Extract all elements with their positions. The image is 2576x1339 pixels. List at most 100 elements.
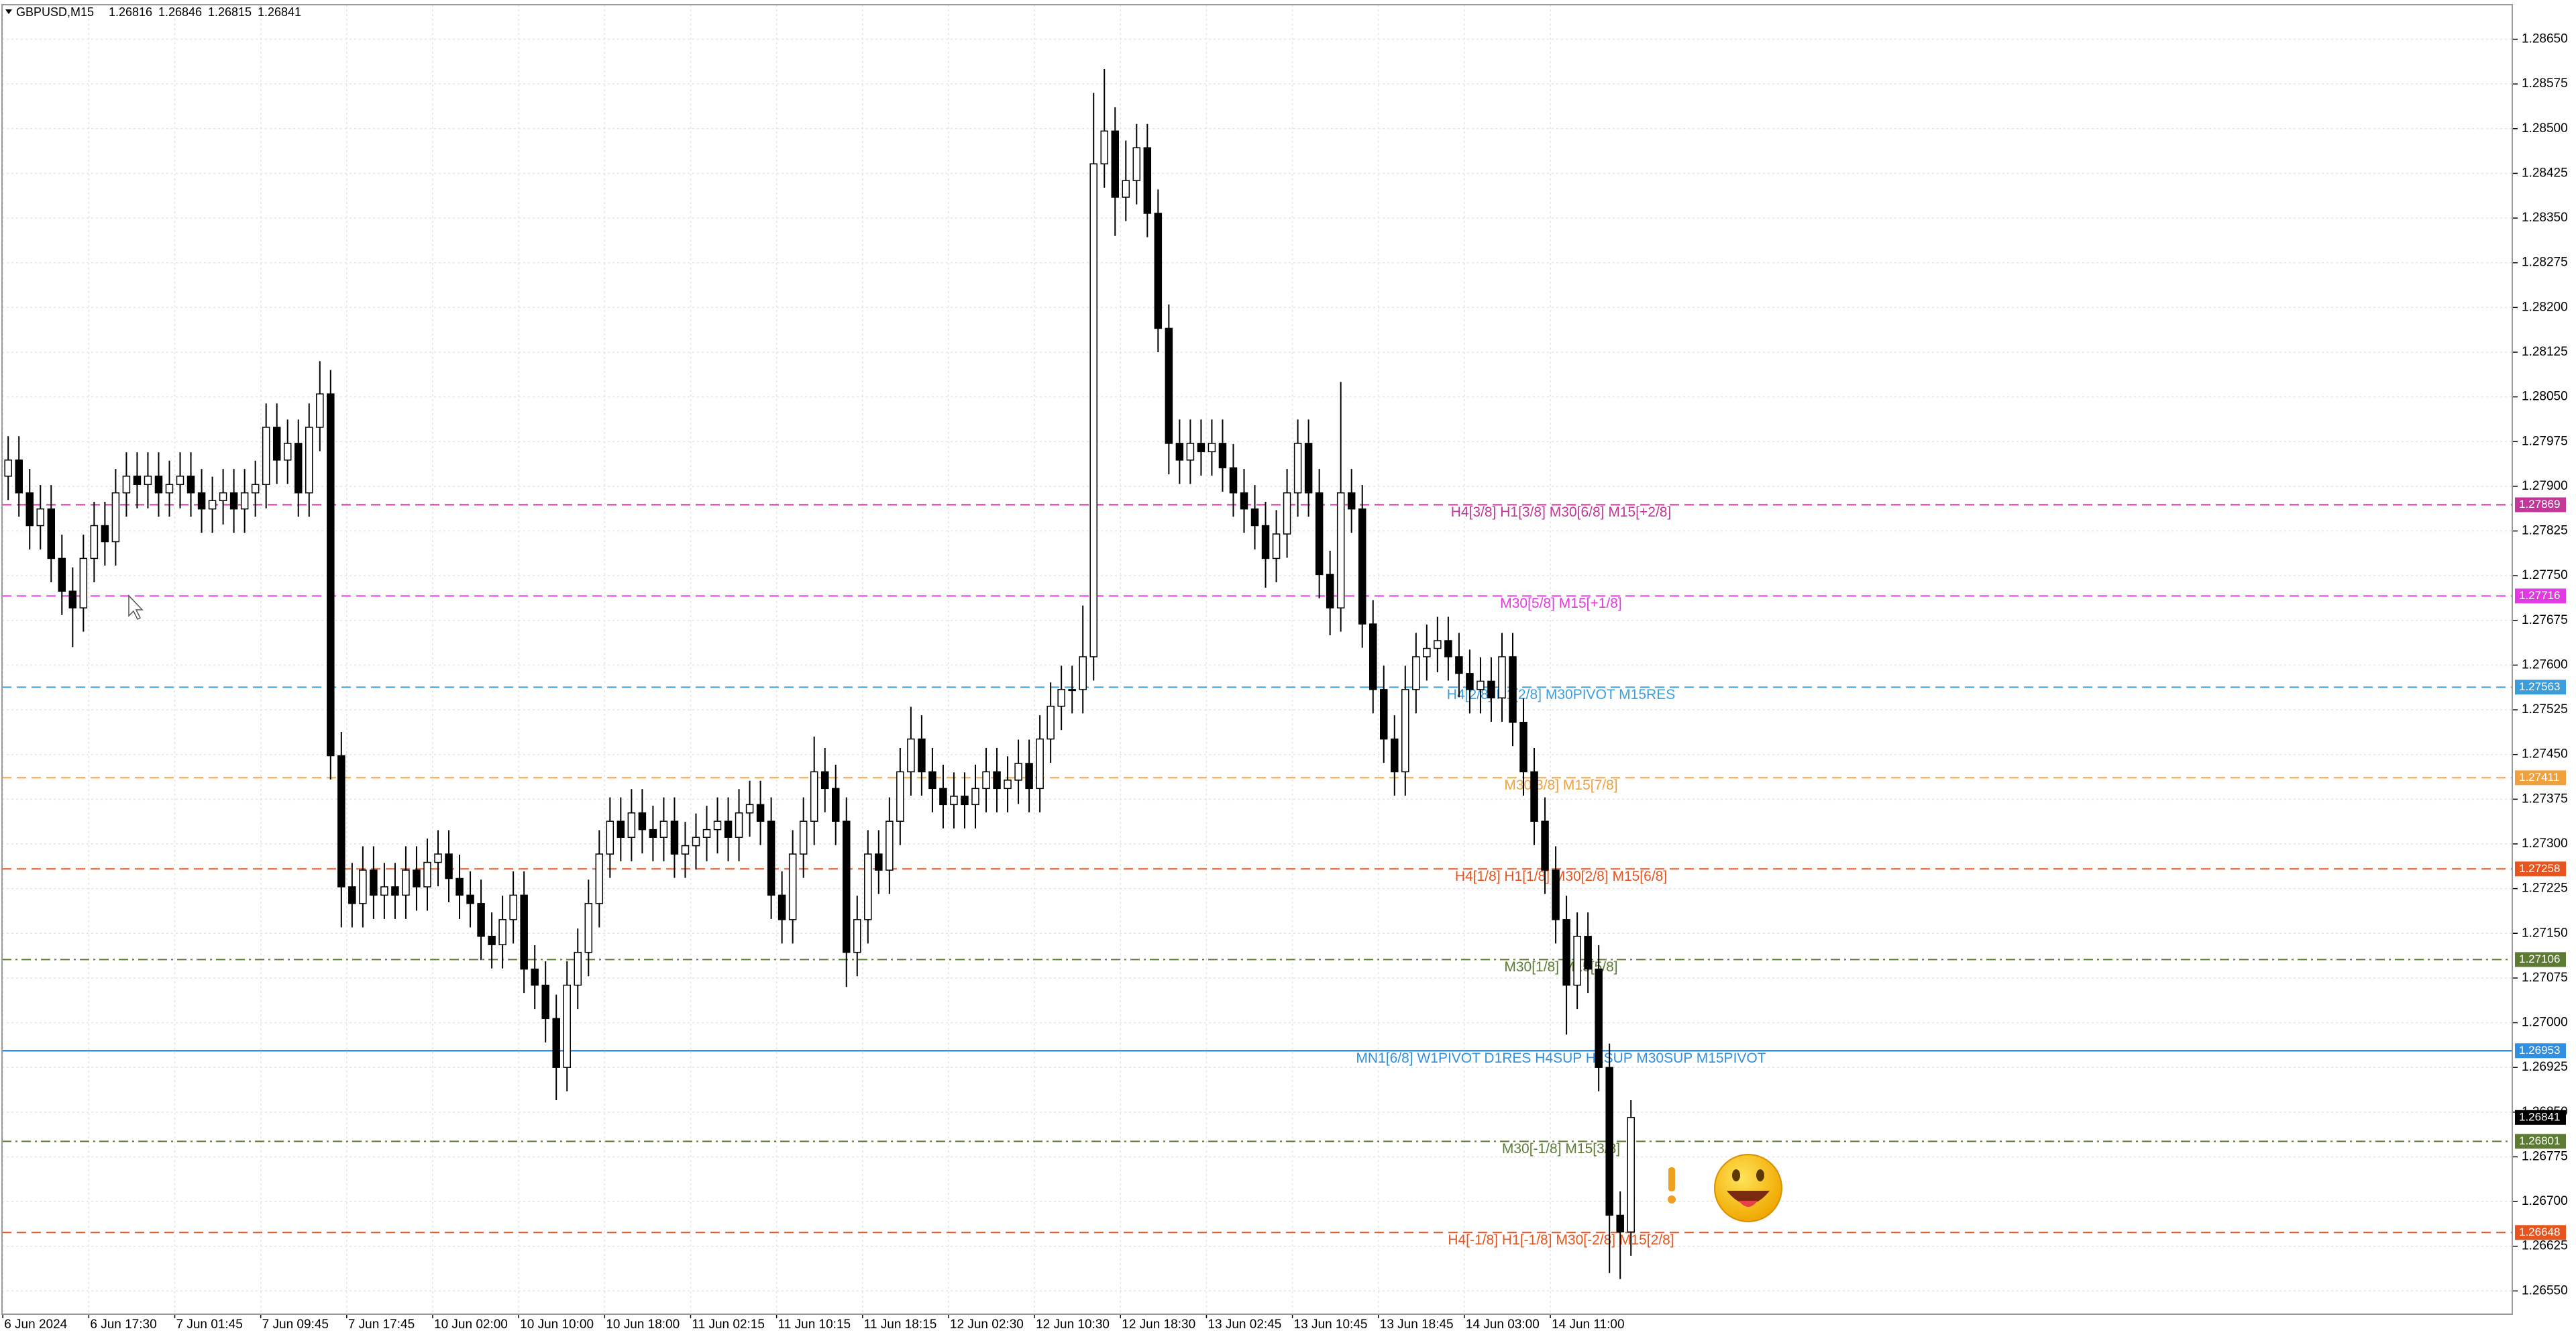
candle-body <box>434 853 442 863</box>
price-tag <box>2515 861 2566 877</box>
candle-body <box>1552 869 1560 920</box>
candle-body <box>1477 680 1485 690</box>
smiley-tongue <box>1739 1201 1758 1207</box>
candle-body <box>961 796 969 806</box>
candle-body <box>4 460 12 477</box>
candle-body <box>509 894 517 920</box>
candle-body <box>1057 689 1065 707</box>
candle-body <box>229 492 238 510</box>
symbol: GBPUSD,M15 <box>16 5 94 19</box>
candle-body <box>777 894 786 920</box>
grid <box>2 5 2512 1314</box>
candle-body <box>1208 443 1216 453</box>
y-tick-label: 1.27225 <box>2522 881 2568 896</box>
candle-body <box>1368 623 1377 690</box>
candle-body <box>1595 968 1603 1068</box>
y-tick-label: 1.28425 <box>2522 166 2568 180</box>
candle-body <box>380 886 388 896</box>
candle-body <box>498 919 506 945</box>
candle-body <box>1079 656 1087 690</box>
y-tick-label: 1.27150 <box>2522 926 2568 940</box>
candle-body <box>638 812 647 831</box>
y-tick-label: 1.26625 <box>2522 1239 2568 1253</box>
price-tag <box>2515 680 2566 695</box>
candle-body <box>616 820 625 838</box>
candle-body <box>563 984 571 1068</box>
candle-body <box>1186 443 1195 461</box>
candle-body <box>165 484 174 494</box>
candle-body <box>122 476 131 494</box>
y-tick-label: 1.26700 <box>2522 1194 2568 1208</box>
y-tick-label: 1.28125 <box>2522 345 2568 359</box>
x-tick-label: 10 Jun 02:00 <box>434 1318 508 1332</box>
x-tick-label: 11 Jun 10:15 <box>778 1318 851 1332</box>
candle-body <box>133 476 142 485</box>
candle-body <box>359 869 367 904</box>
y-tick-label: 1.28650 <box>2522 32 2568 46</box>
price-tag <box>2515 1043 2566 1059</box>
candle-body <box>1315 492 1324 576</box>
candle-body <box>283 443 292 461</box>
candle-body <box>1627 1117 1635 1233</box>
x-tick-label: 11 Jun 18:15 <box>864 1318 936 1332</box>
candle-body <box>982 771 990 790</box>
candle-body <box>144 476 152 485</box>
x-tick-label: 13 Jun 02:45 <box>1208 1318 1281 1332</box>
candle-body <box>402 869 410 896</box>
price-tag-label: 1.27106 <box>2519 953 2560 965</box>
candle-body <box>1562 919 1570 986</box>
candle-body <box>1261 525 1270 559</box>
y-tick-label: 1.27075 <box>2522 971 2568 985</box>
y-tick-label: 1.28350 <box>2522 211 2568 225</box>
candle-body <box>939 788 947 806</box>
price-tag <box>2515 588 2566 604</box>
candle-body <box>950 796 958 806</box>
y-tick-label: 1.28275 <box>2522 256 2568 270</box>
candle-body <box>1336 492 1345 608</box>
candles <box>4 68 1635 1279</box>
candle-body <box>1283 492 1291 535</box>
candle-body <box>262 427 270 485</box>
candle-body <box>36 508 45 527</box>
candle-body <box>337 755 345 888</box>
level-label: H4[3/8] H1[3/8] M30[6/8] M15[+2/8] <box>1451 504 1672 520</box>
y-tick-label: 1.27750 <box>2522 568 2568 582</box>
candle-body <box>1154 213 1163 329</box>
candle-body <box>1509 656 1517 723</box>
header-arrow <box>5 9 12 14</box>
exclamation-dot <box>1668 1195 1676 1203</box>
smiley-face <box>1714 1154 1782 1222</box>
candle-body <box>1573 935 1581 986</box>
candle-body <box>595 853 604 904</box>
candle-body <box>788 853 797 920</box>
y-tick-label: 1.27450 <box>2522 747 2568 761</box>
y-tick-label: 1.27825 <box>2522 524 2568 538</box>
candle-body <box>1434 640 1442 649</box>
candle-body <box>820 771 829 790</box>
candle-body <box>1616 1214 1624 1233</box>
price-axis: 1.28650 1.28575 1.28500 1.28425 1.28350 1.282… <box>2 32 2568 1332</box>
candle-body <box>1541 820 1549 871</box>
price-tag-label: 1.27716 <box>2519 589 2560 602</box>
y-tick-label: 1.27900 <box>2522 479 2568 493</box>
y-tick-label: 1.26550 <box>2522 1283 2568 1297</box>
candle-body <box>1401 689 1409 773</box>
price-tag-label: 1.26648 <box>2519 1226 2560 1238</box>
level-label: H4[1/8] H1[1/8] M30[2/8] M15[6/8] <box>1455 869 1667 884</box>
candle-body <box>1444 640 1452 657</box>
candle-body <box>670 820 679 855</box>
candle-body <box>154 476 163 494</box>
candle-body <box>1197 443 1205 453</box>
candle-body <box>724 820 733 838</box>
candle-body <box>1100 130 1108 164</box>
candle-body <box>1143 147 1152 214</box>
smiley-icon <box>1714 1154 1782 1222</box>
candle-body <box>1498 656 1506 699</box>
candle-body <box>735 812 743 838</box>
candle-body <box>649 828 657 838</box>
candle-body <box>875 853 883 871</box>
candle-body <box>541 984 549 1020</box>
y-tick-label: 1.28500 <box>2522 121 2568 136</box>
candle-body <box>993 771 1001 790</box>
candle-body <box>1380 689 1388 740</box>
